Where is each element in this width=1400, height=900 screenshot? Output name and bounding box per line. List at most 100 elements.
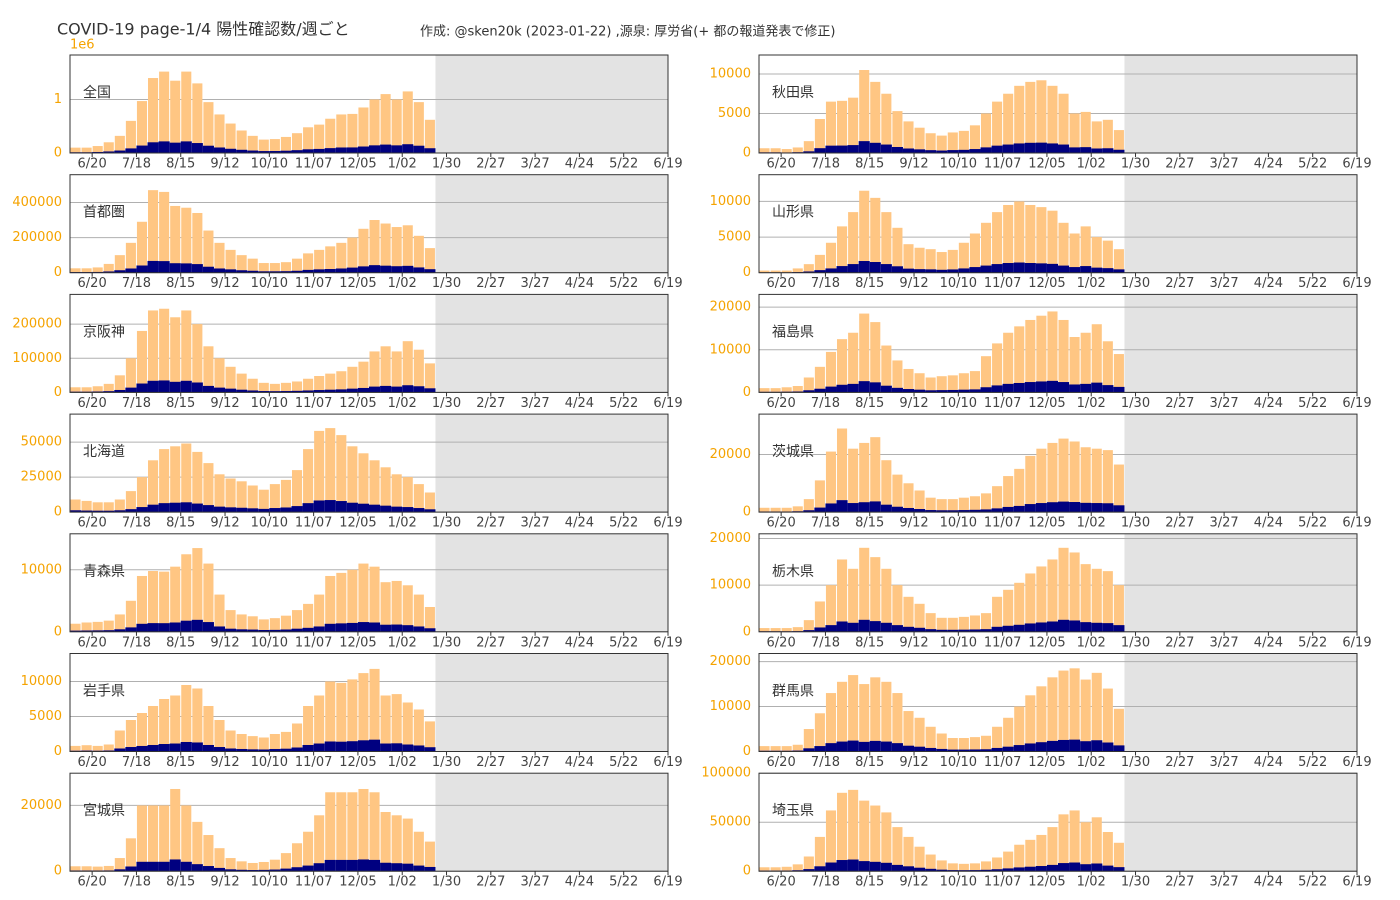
weekly-bar xyxy=(781,270,792,273)
daily-bar xyxy=(869,861,881,872)
daily-bar xyxy=(169,743,181,752)
daily-bar xyxy=(357,146,369,153)
x-tick-label: 6/19 xyxy=(653,755,682,770)
weekly-bar xyxy=(159,191,170,273)
daily-bar xyxy=(1113,745,1125,752)
weekly-bar xyxy=(291,258,303,273)
y-tick-label: 5000 xyxy=(718,106,751,121)
daily-bar xyxy=(1024,142,1036,153)
weekly-bar xyxy=(1047,677,1058,752)
weekly-bar xyxy=(303,831,314,872)
weekly-bar xyxy=(424,363,435,393)
daily-bar xyxy=(925,629,937,632)
daily-bar xyxy=(125,268,137,273)
weekly-bar xyxy=(1102,450,1113,513)
weekly-bar xyxy=(347,446,358,513)
daily-bar xyxy=(346,741,358,752)
panel-label: 福島県 xyxy=(772,324,814,340)
weekly-bar xyxy=(1080,564,1091,632)
weekly-bar xyxy=(258,263,269,273)
daily-bar xyxy=(869,262,881,273)
weekly-bar xyxy=(358,361,369,393)
weekly-bar xyxy=(170,788,181,872)
weekly-bar xyxy=(1003,332,1014,393)
daily-bar xyxy=(958,629,970,632)
weekly-bar xyxy=(881,568,892,632)
x-tick-label: 11/07 xyxy=(295,516,332,531)
x-tick-label: 12/05 xyxy=(1028,875,1065,890)
y-tick-label: 10000 xyxy=(21,674,62,689)
daily-bar xyxy=(902,745,915,752)
plot-frame xyxy=(758,772,1358,872)
daily-bar xyxy=(180,141,192,153)
daily-bar xyxy=(291,150,303,153)
daily-bar xyxy=(925,747,937,752)
daily-bar xyxy=(369,145,381,153)
weekly-bar xyxy=(881,345,892,393)
daily-bar xyxy=(814,507,826,513)
x-tick-label: 12/05 xyxy=(339,157,376,172)
panel-label: 栃木県 xyxy=(772,564,814,580)
x-tick-label: 6/19 xyxy=(653,157,682,172)
weekly-bar xyxy=(792,268,803,273)
weekly-bar xyxy=(759,507,770,513)
daily-bar xyxy=(302,503,314,513)
x-tick-label: 6/20 xyxy=(767,516,796,531)
x-tick-label: 10/10 xyxy=(940,755,977,770)
daily-bar xyxy=(925,150,937,153)
weekly-bar xyxy=(402,225,413,273)
y-tick-label: 0 xyxy=(54,864,62,879)
weekly-bar xyxy=(980,356,992,393)
panel-label: 全国 xyxy=(83,84,111,101)
daily-bar xyxy=(346,859,358,872)
daily-bar xyxy=(280,507,292,513)
weekly-bar xyxy=(148,78,159,153)
weekly-bar xyxy=(892,474,903,513)
weekly-bar xyxy=(369,566,380,632)
weekly-bar xyxy=(1080,447,1091,513)
weekly-bar xyxy=(1080,679,1091,752)
x-tick-label: 4/24 xyxy=(1254,516,1283,531)
daily-bar xyxy=(402,744,414,752)
weekly-bar xyxy=(125,358,136,393)
weekly-bar xyxy=(825,101,837,153)
x-tick-label: 7/18 xyxy=(122,516,151,531)
weekly-bar xyxy=(936,617,947,632)
weekly-bar xyxy=(347,792,358,872)
y-tick-label: 10000 xyxy=(21,562,62,577)
x-tick-label: 3/27 xyxy=(521,635,550,650)
daily-bar xyxy=(147,380,159,393)
weekly-bar xyxy=(958,373,969,393)
daily-bar xyxy=(269,629,281,632)
daily-bar xyxy=(191,503,203,513)
weekly-bar xyxy=(347,237,358,273)
weekly-bar xyxy=(803,729,814,752)
weekly-bar xyxy=(291,843,303,872)
daily-bar xyxy=(1091,740,1103,752)
x-tick-label: 1/02 xyxy=(1077,875,1106,890)
weekly-bar xyxy=(114,499,125,513)
weekly-bar xyxy=(380,467,391,513)
weekly-bar xyxy=(825,351,837,393)
daily-bar xyxy=(814,388,826,393)
daily-bar xyxy=(1046,502,1058,513)
weekly-bar xyxy=(881,681,892,752)
daily-bar xyxy=(836,500,848,513)
weekly-bar xyxy=(402,702,413,752)
weekly-bar xyxy=(980,113,992,153)
x-tick-label: 5/22 xyxy=(609,755,638,770)
daily-bar xyxy=(424,628,436,632)
weekly-bar xyxy=(325,428,336,513)
weekly-bar xyxy=(859,800,870,872)
daily-bar xyxy=(947,150,959,153)
weekly-bar xyxy=(892,360,903,393)
weekly-bar xyxy=(358,453,369,513)
weekly-bar xyxy=(992,726,1003,752)
daily-bar xyxy=(158,503,170,513)
weekly-bar xyxy=(247,485,258,513)
weekly-bar xyxy=(269,263,280,273)
weekly-bar xyxy=(1113,842,1124,872)
daily-bar xyxy=(902,389,915,393)
x-tick-label: 10/10 xyxy=(940,157,977,172)
